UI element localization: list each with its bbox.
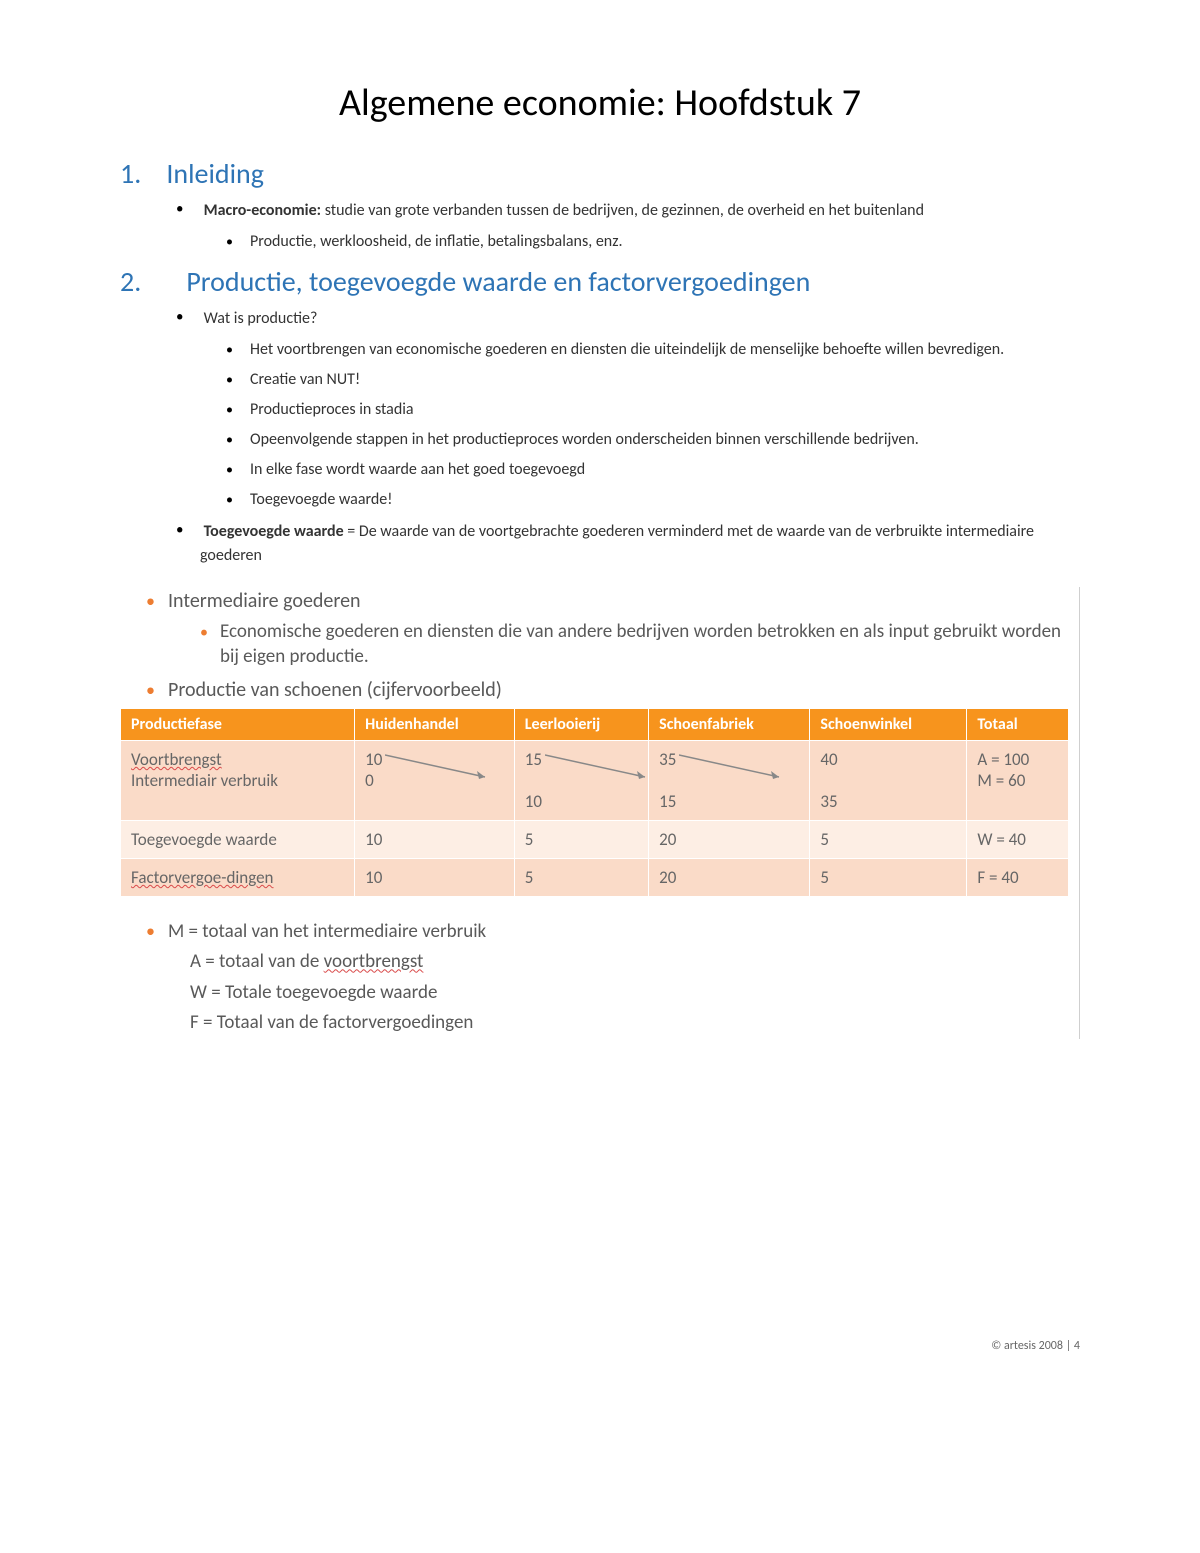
cell-bot: 0 [365, 770, 374, 791]
row-label: Factorvergoe-dingen [121, 859, 355, 897]
table-cell-total: W = 40 [967, 821, 1069, 859]
cell-top: 35 [659, 749, 676, 770]
list-item: Productieproces in stadia [250, 398, 1080, 422]
total-b: M = 60 [977, 770, 1025, 791]
table-cell: 35 15 [649, 741, 810, 821]
row-label-b: Intermediair verbruik [131, 770, 278, 791]
section-2-number: 2. [120, 264, 160, 299]
table-cell: 15 10 [514, 741, 648, 821]
document-page: Algemene economie: Hoofdstuk 7 1. Inleid… [0, 0, 1200, 1553]
legend-item: M = totaal van het intermediaire verbrui… [168, 917, 1069, 947]
cell-top: 40 [820, 749, 837, 770]
section-2-title: Productie, toegevoegde waarde en factorv… [186, 264, 810, 299]
list-item: Productie van schoenen (cijfervoorbeeld) [168, 676, 1069, 704]
slide-bullet-list-2: Productie van schoenen (cijfervoorbeeld) [120, 676, 1069, 704]
section-2-list: Wat is productie? Het voortbrengen van e… [120, 307, 1080, 567]
table-cell: 5 [514, 821, 648, 859]
cell-top: 10 [365, 749, 382, 770]
list-item: Wat is productie? Het voortbrengen van e… [200, 307, 1080, 512]
slide-sub-list: Economische goederen en diensten die van… [120, 619, 1069, 670]
page-title: Algemene economie: Hoofdstuk 7 [120, 80, 1080, 126]
row-label: Voortbrengst Intermediair verbruik [121, 741, 355, 821]
bullet-prefix: Toegevoegde waarde [204, 522, 344, 541]
section-1-title: Inleiding [166, 156, 264, 191]
col-header: Leerlooierij [514, 709, 648, 741]
table-cell: 40 35 [810, 741, 967, 821]
col-header: Totaal [967, 709, 1069, 741]
bullet-text: Wat is productie? [204, 309, 318, 328]
section-1-heading: 1. Inleiding [120, 156, 1080, 191]
legend-item: F = Totaal van de factorvergoedingen [168, 1008, 1069, 1038]
table-cell: 5 [810, 821, 967, 859]
legend-a-sq: voortbrengst [324, 950, 424, 973]
section-2-heading: 2. Productie, toegevoegde waarde en fact… [120, 264, 1080, 299]
table-cell-total: A = 100 M = 60 [967, 741, 1069, 821]
list-item: Toegevoegde waarde! [250, 488, 1080, 512]
section-1-number: 1. [120, 156, 160, 191]
table-row: Factorvergoe-dingen 10 5 20 5 F = 40 [121, 859, 1069, 897]
list-item: Economische goederen en diensten die van… [220, 619, 1069, 670]
slide-snippet: Intermediaire goederen Economische goede… [120, 587, 1080, 1039]
table-cell: 5 [514, 859, 648, 897]
cell-bot: 15 [659, 791, 676, 812]
arrow-icon [385, 749, 505, 789]
table-row: Toegevoegde waarde 10 5 20 5 W = 40 [121, 821, 1069, 859]
arrow-icon [679, 749, 799, 789]
table-cell: 10 0 [355, 741, 515, 821]
table-cell-total: F = 40 [967, 859, 1069, 897]
legend-item: A = totaal van de voortbrengst [168, 947, 1069, 977]
slide-bullet-list: Intermediaire goederen [120, 587, 1069, 615]
cell-bot: 35 [820, 791, 837, 812]
table-header-row: Productiefase Huidenhandel Leerlooierij … [121, 709, 1069, 741]
bullet-prefix: Macro-economie: [204, 201, 321, 220]
list-item: Het voortbrengen van economische goedere… [250, 338, 1080, 362]
col-header: Productiefase [121, 709, 355, 741]
footer-credit: © artesis 2008 | 4 [991, 1339, 1080, 1353]
arrow-icon [545, 749, 665, 789]
table-cell: 20 [649, 821, 810, 859]
legend-item: W = Totale toegevoegde waarde [168, 978, 1069, 1008]
total-a: A = 100 [977, 749, 1029, 770]
sub-list: Productie, werkloosheid, de inflatie, be… [200, 230, 1080, 254]
cell-top: 15 [525, 749, 542, 770]
list-item: Creatie van NUT! [250, 368, 1080, 392]
col-header: Huidenhandel [355, 709, 515, 741]
sub-list: Het voortbrengen van economische goedere… [200, 338, 1080, 512]
legend-list: M = totaal van het intermediaire verbrui… [120, 917, 1069, 1039]
table-cell: 20 [649, 859, 810, 897]
row-label: Toegevoegde waarde [121, 821, 355, 859]
list-item: Intermediaire goederen [168, 587, 1069, 615]
col-header: Schoenwinkel [810, 709, 967, 741]
list-item: Toegevoegde waarde = De waarde van de vo… [200, 520, 1080, 566]
table-row: Voortbrengst Intermediair verbruik 10 0 … [121, 741, 1069, 821]
section-1-list: Macro-economie: studie van grote verband… [120, 199, 1080, 254]
list-item: Macro-economie: studie van grote verband… [200, 199, 1080, 254]
row-label-text: Factorvergoe-dingen [131, 867, 273, 888]
table-cell: 5 [810, 859, 967, 897]
table-cell: 10 [355, 821, 515, 859]
list-item: Opeenvolgende stappen in het productiepr… [250, 428, 1080, 452]
list-item: Productie, werkloosheid, de inflatie, be… [250, 230, 1080, 254]
production-table: Productiefase Huidenhandel Leerlooierij … [120, 708, 1069, 897]
row-label-a: Voortbrengst [131, 749, 222, 770]
cell-bot: 10 [525, 791, 542, 812]
list-item: In elke fase wordt waarde aan het goed t… [250, 458, 1080, 482]
bullet-rest: studie van grote verbanden tussen de bed… [321, 201, 924, 220]
col-header: Schoenfabriek [649, 709, 810, 741]
legend-a-pre: A = totaal van de [190, 950, 324, 973]
table-cell: 10 [355, 859, 515, 897]
